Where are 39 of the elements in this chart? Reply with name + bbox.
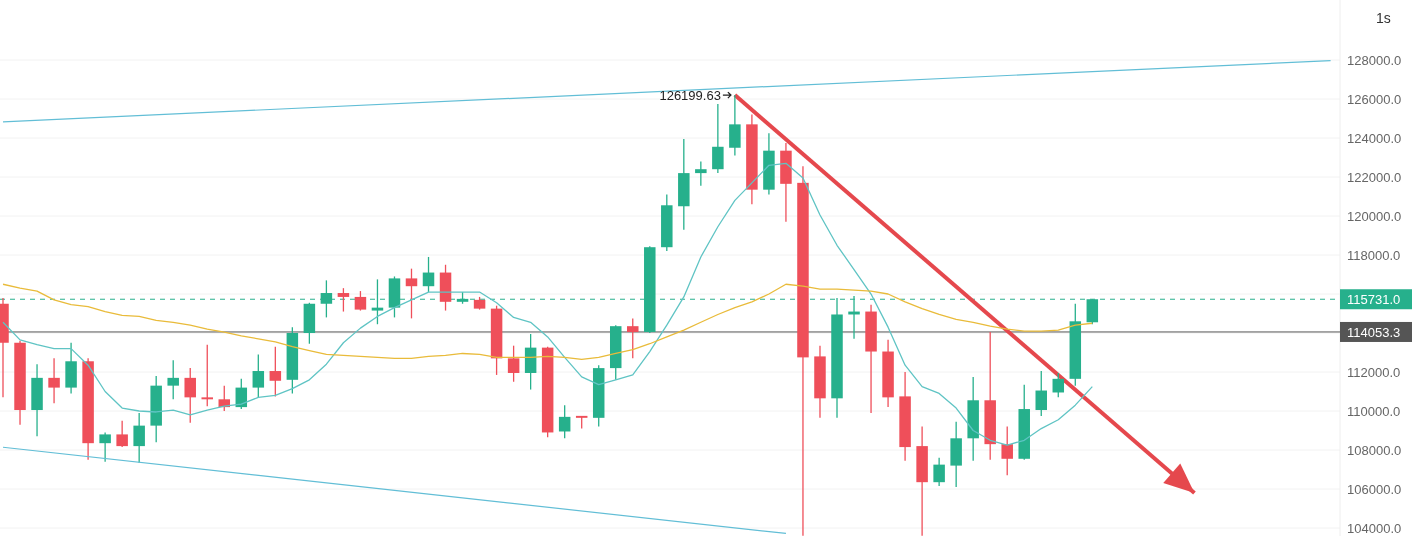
candlestick (1035, 370, 1047, 417)
y-tick-label: 120000.0 (1347, 208, 1402, 224)
y-tick-label: 126000.0 (1347, 91, 1402, 107)
candlestick (354, 290, 367, 312)
y-tick-label: 118000.0 (1347, 247, 1401, 263)
candlestick (252, 353, 265, 398)
candlestick (422, 256, 435, 293)
candlestick (116, 420, 128, 448)
y-tick-label: 122000.0 (1347, 169, 1402, 185)
candlestick (201, 344, 213, 407)
ref-line-label: 115731.0 (1347, 291, 1401, 307)
candlestick (337, 287, 350, 313)
y-tick-label: 112000.0 (1347, 364, 1401, 380)
ref-line-label: 114053.3 (1347, 324, 1401, 340)
candlestick (712, 103, 724, 174)
candlestick (558, 404, 571, 439)
y-tick-label: 108000.0 (1347, 442, 1402, 458)
candlestick (405, 268, 418, 320)
candlestick (695, 160, 707, 187)
candlestick (933, 457, 945, 487)
candlestick (1086, 298, 1099, 325)
candlestick (269, 346, 282, 398)
candlestick (627, 317, 639, 359)
y-tick-label: 128000.0 (1347, 52, 1402, 68)
y-tick-label: 110000.0 (1347, 403, 1401, 419)
candlestick (507, 345, 520, 383)
candlestick (184, 367, 196, 424)
candlestick (1001, 425, 1013, 476)
candlestick (1052, 372, 1065, 398)
y-tick-label: 124000.0 (1347, 130, 1402, 146)
y-tick-label: 104000.0 (1347, 520, 1402, 536)
candlestick (133, 412, 145, 464)
annotation: 126199.63 (659, 87, 721, 103)
text: 1s (1376, 9, 1391, 26)
candlestick (48, 357, 60, 404)
candlestick (371, 278, 384, 325)
y-tick-label: 106000.0 (1347, 481, 1402, 497)
candlestick (99, 431, 111, 463)
candlestick (167, 359, 179, 400)
